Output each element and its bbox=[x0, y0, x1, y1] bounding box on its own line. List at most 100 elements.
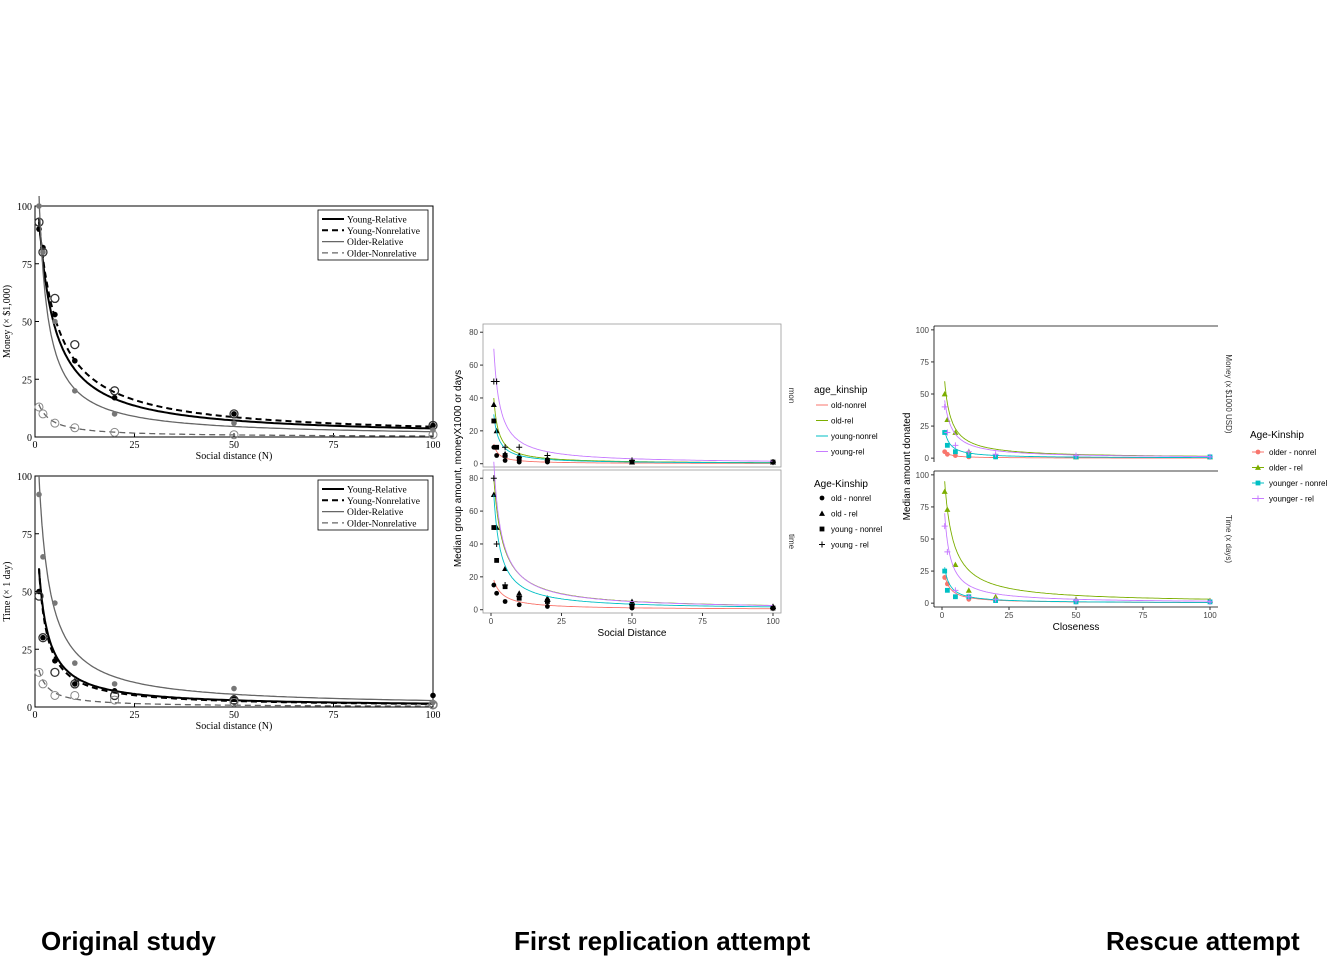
facet-strip-label: mon bbox=[787, 388, 796, 404]
data-point-young-nonrelative bbox=[109, 386, 120, 396]
fit-line-young-relative bbox=[38, 568, 434, 705]
data-point-old-rel bbox=[516, 590, 523, 596]
data-point-older-nonrelative bbox=[229, 430, 239, 440]
data-point-young-nonrelative bbox=[109, 690, 120, 701]
data-point-young-nonrelative bbox=[229, 695, 239, 705]
data-point-young-relative bbox=[231, 411, 237, 417]
data-point-younger-rel bbox=[1207, 598, 1213, 605]
x-tick-label: 100 bbox=[426, 440, 441, 451]
legend-label: young-nonrel bbox=[831, 432, 878, 441]
legend-label: older - rel bbox=[1269, 464, 1303, 473]
y-tick-label: 25 bbox=[920, 422, 929, 431]
fit-line-older-relative bbox=[38, 196, 434, 433]
facet-strip-label: Money (x $1000 USD) bbox=[1224, 354, 1233, 433]
x-tick-label: 0 bbox=[33, 440, 38, 451]
legend-label: older - nonrel bbox=[1269, 448, 1316, 457]
y-tick-label: 50 bbox=[22, 318, 32, 329]
data-point-young-rel bbox=[544, 452, 551, 459]
fit-line-older-nonrelative bbox=[38, 669, 433, 707]
x-tick-label: 100 bbox=[1203, 611, 1217, 620]
data-point-young-nonrel bbox=[491, 525, 497, 530]
data-point-older-nonrel bbox=[942, 575, 948, 580]
x-tick-label: 25 bbox=[557, 617, 566, 626]
data-point-younger-rel bbox=[941, 523, 948, 530]
fit-line-old-rel bbox=[493, 398, 773, 464]
y-tick-label: 100 bbox=[17, 472, 32, 483]
caption-original-study: Original study bbox=[41, 926, 216, 956]
data-point-young-rel bbox=[516, 444, 523, 451]
data-point-young-nonrel bbox=[516, 456, 522, 462]
legend-marker bbox=[819, 510, 825, 516]
data-point-young-rel bbox=[502, 582, 509, 589]
fit-line-younger-rel bbox=[944, 513, 1210, 602]
data-point-older-nonrelative bbox=[38, 409, 48, 419]
legend-label: Older-Nonrelative bbox=[347, 519, 416, 529]
data-point-older-nonrelative bbox=[110, 695, 120, 705]
data-point-younger-rel bbox=[941, 403, 948, 410]
facet-strip-label: Time (x days) bbox=[1224, 515, 1233, 563]
data-point-old-nonrel bbox=[545, 604, 550, 609]
data-point-younger-rel bbox=[965, 593, 972, 600]
data-point-young-nonrelative bbox=[229, 409, 239, 419]
data-point-young-rel bbox=[629, 601, 635, 608]
legend-marker bbox=[819, 526, 825, 532]
data-point-younger-nonrel bbox=[953, 594, 958, 600]
y-axis-label: Median amount donated bbox=[902, 413, 913, 521]
data-point-older-nonrelative bbox=[70, 690, 80, 700]
y-tick-label: 60 bbox=[469, 507, 478, 516]
legend-label: old-nonrel bbox=[831, 401, 867, 410]
y-tick-label: 100 bbox=[17, 202, 32, 213]
legend-label: Young-Relative bbox=[347, 216, 407, 226]
data-point-younger-nonrel bbox=[953, 449, 958, 455]
data-point-young-nonrelative bbox=[50, 293, 60, 304]
legend-label: Young-Relative bbox=[347, 486, 407, 496]
fit-line-young-nonrelative bbox=[38, 222, 434, 428]
x-tick-label: 25 bbox=[1005, 611, 1014, 620]
data-point-younger-nonrel bbox=[944, 587, 950, 593]
data-point-young-rel bbox=[493, 378, 500, 385]
x-tick-label: 50 bbox=[628, 617, 637, 626]
fit-line-young-rel bbox=[493, 348, 773, 462]
data-point-old-nonrel bbox=[516, 602, 522, 608]
data-point-young-nonrelative bbox=[70, 339, 80, 350]
data-point-young-rel bbox=[490, 475, 497, 482]
data-point-older-rel bbox=[952, 561, 959, 568]
data-point-young-nonrelative bbox=[50, 667, 60, 678]
data-point-young-nonrelative bbox=[70, 679, 80, 689]
x-tick-label: 25 bbox=[130, 440, 140, 451]
panel-frame bbox=[482, 469, 782, 614]
legend-marker bbox=[1255, 449, 1261, 455]
legend-label: old-rel bbox=[831, 417, 853, 426]
legend-marker bbox=[1255, 495, 1261, 502]
data-point-young-rel bbox=[502, 444, 509, 451]
fit-line-younger-rel bbox=[944, 400, 1210, 457]
data-point-younger-rel bbox=[1207, 453, 1213, 460]
x-tick-label: 0 bbox=[940, 611, 945, 620]
legend-title: Age-Kinship bbox=[814, 479, 868, 490]
legend-title: age_kinship bbox=[814, 385, 868, 396]
fit-line-younger-nonrel bbox=[944, 429, 1210, 459]
data-point-older-relative bbox=[52, 600, 58, 606]
x-tick-label: 50 bbox=[229, 710, 239, 721]
x-tick-label: 25 bbox=[130, 710, 140, 721]
data-point-young-relative bbox=[111, 394, 118, 401]
legend-marker bbox=[819, 495, 825, 501]
data-point-older-nonrelative bbox=[38, 679, 48, 689]
y-tick-label: 20 bbox=[469, 573, 478, 582]
y-tick-label: 0 bbox=[925, 599, 930, 608]
data-point-old-rel bbox=[490, 401, 497, 407]
data-point-old-nonrel bbox=[491, 582, 497, 588]
data-point-older-rel bbox=[941, 488, 948, 494]
fit-line-older-nonrelative bbox=[38, 404, 433, 437]
data-point-older-nonrelative bbox=[110, 427, 120, 437]
data-point-young-rel bbox=[770, 459, 776, 466]
x-axis-label: Social distance (N) bbox=[196, 721, 273, 732]
y-tick-label: 50 bbox=[920, 390, 929, 399]
fit-line-younger-nonrel bbox=[944, 567, 1210, 603]
y-tick-label: 50 bbox=[22, 588, 32, 599]
fit-line-older-rel bbox=[944, 481, 1211, 600]
data-point-older-nonrelative bbox=[229, 697, 239, 707]
x-tick-label: 75 bbox=[329, 710, 339, 721]
fit-line-young-rel bbox=[493, 461, 774, 607]
legend-marker bbox=[1255, 480, 1261, 486]
